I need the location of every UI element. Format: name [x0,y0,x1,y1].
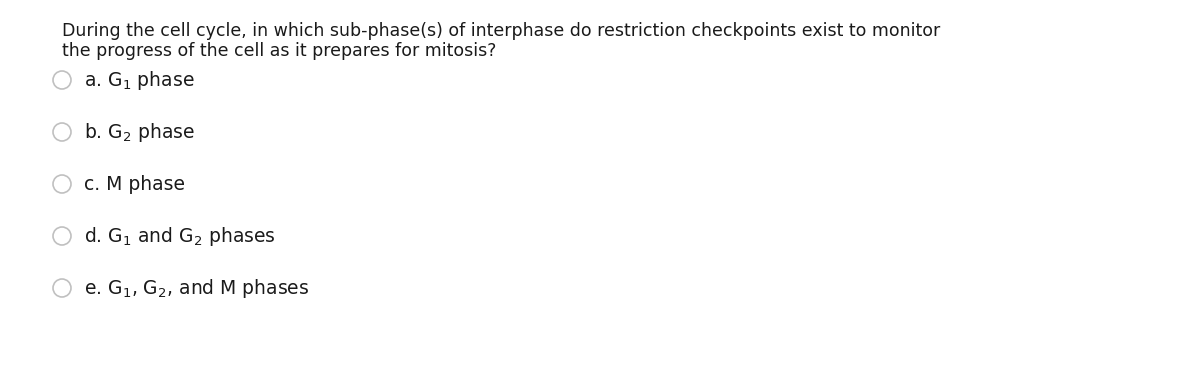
Text: the progress of the cell as it prepares for mitosis?: the progress of the cell as it prepares … [62,42,497,60]
Text: d. G$_1$ and G$_2$ phases: d. G$_1$ and G$_2$ phases [84,224,276,247]
Text: c. M phase: c. M phase [84,174,185,193]
Text: e. G$_1$, G$_2$, and M phases: e. G$_1$, G$_2$, and M phases [84,276,310,299]
Text: b. G$_2$ phase: b. G$_2$ phase [84,121,194,144]
Text: During the cell cycle, in which sub-phase(s) of interphase do restriction checkp: During the cell cycle, in which sub-phas… [62,22,941,40]
Text: a. G$_1$ phase: a. G$_1$ phase [84,68,194,92]
